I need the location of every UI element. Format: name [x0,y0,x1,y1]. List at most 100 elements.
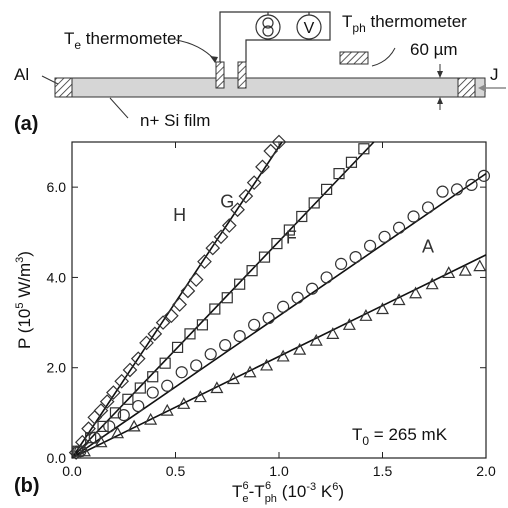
data-point-triangle [442,266,456,279]
data-point-diamond [172,297,187,312]
y-tick-label: 2.0 [47,360,67,376]
data-point-triangle [293,342,307,355]
data-point-triangle [359,309,373,321]
te-arrowhead [210,56,218,63]
data-point-circle [320,271,333,284]
series-H [68,134,287,460]
data-point-circle [306,282,319,295]
data-point-triangle [77,444,91,457]
data-point-diamond [147,326,163,342]
j-label: J [490,65,499,84]
data-point-circle [132,399,145,413]
thickness-arrowhead-top [437,71,443,78]
data-point-circle [436,185,449,198]
x-tick-label: 1.5 [373,463,393,479]
data-point-square [358,143,370,155]
al-arrow [41,75,59,85]
data-point-diamond [197,254,212,269]
data-point-diamond [114,373,130,389]
voltmeter-label: V [304,20,315,37]
series-label-F: F [286,228,297,248]
data-point-diamond [221,218,237,233]
te-thermometer-label: Te thermometer [64,29,183,52]
data-point-circle [233,330,246,343]
data-point-diamond [99,394,115,409]
data-point-square [333,168,345,180]
te-thermometer-pad-1 [215,61,225,89]
x-tick-label: 2.0 [476,463,496,479]
data-point-triangle [326,327,340,339]
panel-label-b: (b) [14,475,40,497]
data-point-triangle [160,403,174,416]
data-point-circle [421,201,435,214]
fit-line-F [71,172,487,459]
data-point-circle [74,445,87,458]
data-point-triangle [193,390,207,403]
x-axis-label: Te6-Tph6 (10-3 K6) [232,480,344,505]
data-point-diamond [164,308,179,324]
x-tick-label: 1.0 [269,463,289,479]
annotation-t0: T0 = 265 mK [352,425,448,448]
data-point-diamond [139,335,154,351]
data-point-diamond [246,175,262,190]
data-point-triangle [392,293,406,306]
data-point-circle [349,251,362,264]
tph-thermometer-label: Tph thermometer [342,12,467,35]
data-point-triangle [473,259,487,272]
data-point-diamond [271,134,287,150]
data-point-triangle [309,333,323,346]
data-point-square [171,341,184,353]
data-point-diamond [130,351,146,367]
data-point-triangle [177,397,191,409]
j-arrowhead [478,84,486,92]
circuit-wire-outer [219,11,331,62]
data-point-triangle [111,426,125,439]
film-label: n+ Si film [140,111,210,130]
series-labels: H G F A [173,191,434,256]
data-point-triangle [375,302,390,315]
data-point-square [196,319,209,331]
data-point-triangle [458,263,472,276]
data-point-diamond [155,315,171,330]
data-point-circle [262,311,275,325]
data-point-circle [477,169,491,182]
data-point-square [159,357,171,369]
data-point-circle [117,409,130,422]
data-point-diamond [81,421,96,437]
x-tick-label: 0.5 [166,463,186,479]
y-tick-label: 0.0 [47,450,67,466]
data-point-square [97,420,109,432]
data-point-square [283,224,295,236]
thickness-arrowhead-bottom [437,97,443,104]
schematic: V Te thermometer Tph thermometer 60 µm A… [14,11,506,135]
data-point-triangle [243,365,257,378]
data-point-square [296,210,308,223]
data-point-triangle [409,286,423,299]
al-contact-left [54,77,73,98]
data-point-diamond [188,272,204,288]
axis-ticks: 0.0 0.5 1.0 1.5 2.0 0.0 2.0 4.0 6.0 [47,142,496,479]
chart: 0.0 0.5 1.0 1.5 2.0 0.0 2.0 4.0 6.0 H G F A T0 = 26… [14,134,496,505]
data-point-square [234,278,246,290]
data-point-circle [392,221,406,234]
data-point-square [321,183,333,195]
fit-lines [71,141,487,459]
plot-frame [71,141,487,459]
data-point-diamond [180,283,196,299]
data-point-square [308,197,320,209]
data-point-diamond [263,143,279,159]
tph-arrow [371,47,396,67]
data-point-square [221,292,233,304]
data-point-diamond [213,229,229,245]
data-point-square [184,328,196,340]
data-point-circle [175,366,188,379]
data-point-triangle [94,435,108,448]
data-point-triangle [425,277,439,290]
data-point-circle [335,257,348,270]
data-point-diamond [255,159,270,175]
data-point-square [109,407,122,419]
data-point-circle [277,300,290,313]
data-point-triangle [226,372,240,385]
data-point-circle [465,178,478,191]
